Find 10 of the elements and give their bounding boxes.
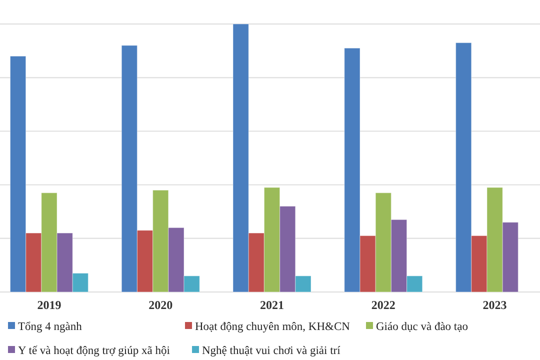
- legend-label: Nghệ thuật vui chơi và giải trí: [202, 345, 342, 357]
- x-tick-label: 2019: [37, 298, 62, 312]
- legend-label: Y tế và hoạt động trợ giúp xã hội: [18, 345, 170, 357]
- x-tick-label: 2020: [148, 298, 173, 312]
- legend-label: Tổng 4 ngành: [18, 321, 82, 333]
- legend-label: Hoạt động chuyên môn, KH&CN: [195, 321, 351, 333]
- x-tick-label: 2022: [371, 298, 396, 312]
- x-tick-label: 2021: [260, 298, 284, 312]
- x-tick-label: 2023: [482, 298, 507, 312]
- legend-label: Giáo dục và đào tạo: [376, 321, 468, 333]
